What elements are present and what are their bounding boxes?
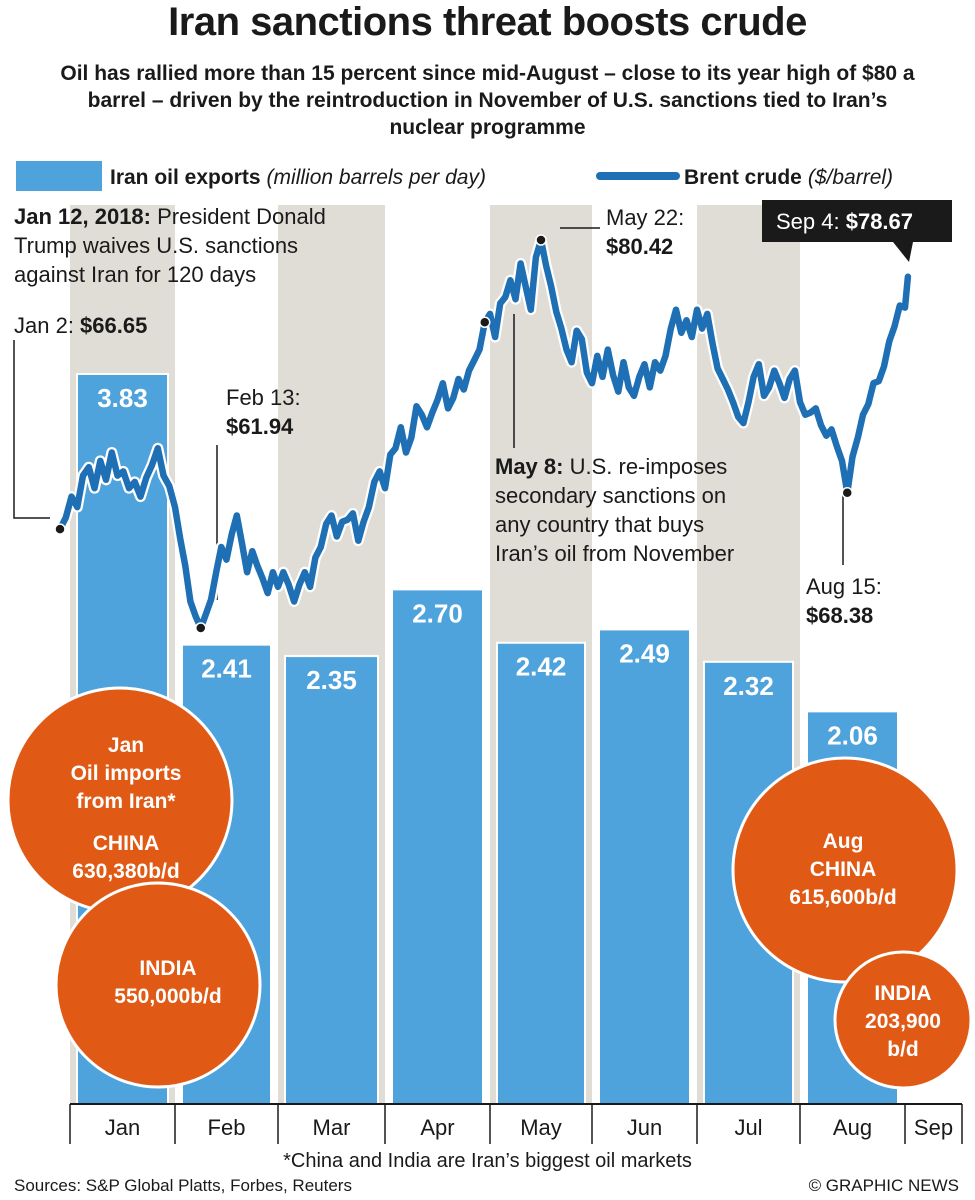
bubble-aug-india-label: INDIA (874, 982, 931, 1005)
annotation-jan2-label: Jan 2: (14, 313, 80, 338)
source-credit: Sources: S&P Global Platts, Forbes, Reut… (14, 1176, 352, 1195)
annotation-aug15-value: $68.38 (806, 603, 873, 628)
annotation-may22-label: May 22: (606, 205, 684, 230)
marker-feb13 (195, 622, 207, 634)
page-title: Iran sanctions threat boosts crude (168, 0, 807, 44)
sep4-callout-box (762, 200, 952, 242)
legend-bar-swatch (16, 161, 102, 191)
bubble-jan-china-value: 630,380b/d (72, 860, 179, 883)
bubble-jan-china-label: CHINA (93, 832, 160, 855)
sep4-callout-value: $78.67 (846, 209, 913, 234)
bar-may (496, 641, 586, 1106)
bar-label-apr: 2.70 (412, 598, 463, 628)
legend-line-unit: ($/barrel) (808, 166, 893, 189)
annotations: Jan 12, 2018: President Donald Trump wai… (14, 204, 882, 628)
annotation-may8-line4: Iran’s oil from November (495, 541, 734, 566)
bubble-aug-india-value2: b/d (887, 1038, 919, 1061)
sep4-callout-pointer (893, 242, 913, 262)
annotation-may8-line2: secondary sanctions on (495, 483, 726, 508)
annotation-jan12-line2: Trump waives U.S. sanctions (14, 233, 298, 258)
bar-labels: 3.83 2.41 2.35 2.70 2.42 2.49 2.32 2.06 (97, 383, 878, 750)
x-tick-label-jul: Jul (734, 1115, 762, 1140)
annotation-jan12-line3: against Iran for 120 days (14, 262, 256, 287)
annotation-jan12-date: Jan 12, 2018: (14, 204, 151, 229)
annotation-aug15-label: Aug 15: (806, 574, 882, 599)
bubble-jan-india-label: INDIA (139, 957, 196, 980)
bar-apr (391, 588, 484, 1105)
bubble-jan-india-value: 550,000b/d (114, 985, 221, 1008)
bubble-aug-china-label: CHINA (810, 858, 877, 881)
bubble-aug-india (833, 950, 973, 1090)
annotation-may8-line3: any country that buys (495, 512, 704, 537)
bar-jun (598, 628, 691, 1106)
legend-line-name: Brent crude (684, 166, 802, 189)
footnote: *China and India are Iran’s biggest oil … (283, 1150, 692, 1172)
annotation-jan2-value: $66.65 (80, 313, 147, 338)
legend: Iran oil exports (million barrels per day… (16, 161, 893, 191)
bubble-jan-line3: from Iran* (76, 790, 176, 813)
annotation-jan12-line1: Jan 12, 2018: President Donald (14, 204, 326, 229)
x-axis: Jan Feb Mar Apr May Jun Jul Aug Sep (69, 1103, 963, 1144)
x-tick-label-may: May (520, 1115, 562, 1140)
x-tick-label-sep: Sep (914, 1115, 953, 1140)
bubble-aug-china-value: 615,600b/d (789, 886, 896, 909)
sep4-callout-label: Sep 4: (776, 209, 846, 234)
bar-label-jul: 2.32 (723, 671, 774, 701)
annotation-may8-line1: May 8: U.S. re-imposes (495, 454, 727, 479)
marker-may8 (479, 316, 491, 329)
legend-bar-unit: (million barrels per day) (267, 166, 486, 189)
annotation-feb13-value: $61.94 (226, 414, 294, 439)
bubble-jan-line2: Oil imports (71, 762, 182, 785)
sep4-callout-text: Sep 4: $78.67 (776, 209, 913, 234)
bar-label-may: 2.42 (516, 652, 567, 682)
x-tick-label-jun: Jun (627, 1115, 662, 1140)
leader-jan2 (13, 340, 50, 519)
marker-aug15 (841, 487, 853, 499)
bubble-jan-line1: Jan (108, 734, 144, 757)
legend-bar-label: Iran oil exports (million barrels per day… (110, 166, 486, 189)
x-tick-label-apr: Apr (420, 1115, 454, 1140)
x-tick-label-aug: Aug (833, 1115, 872, 1140)
bubble-jan-india (54, 881, 262, 1089)
x-tick-label-feb: Feb (208, 1115, 246, 1140)
bar-label-mar: 2.35 (306, 665, 357, 695)
bar-mar (284, 655, 379, 1105)
brent-crude-line (56, 236, 912, 632)
graphic-credit: © GRAPHIC NEWS (808, 1176, 959, 1195)
marker-may22 (535, 234, 547, 246)
bubble-aug-line1: Aug (823, 830, 864, 853)
sep4-callout: Sep 4: $78.67 (762, 200, 952, 262)
bar-label-jun: 2.49 (619, 638, 670, 668)
bar-label-feb: 2.41 (201, 654, 252, 684)
bubble-aug-india-value1: 203,900 (865, 1010, 941, 1033)
annotation-may8-text1: U.S. re-imposes (563, 454, 727, 479)
bar-label-aug: 2.06 (827, 720, 878, 750)
bar-label-jan: 3.83 (97, 383, 148, 413)
annotation-may22-value: $80.42 (606, 234, 673, 259)
page-subtitle: Oil has rallied more than 15 percent sin… (60, 62, 915, 139)
legend-bar-name: Iran oil exports (110, 166, 261, 189)
x-tick-label-mar: Mar (313, 1115, 351, 1140)
annotation-feb13-label: Feb 13: (226, 385, 301, 410)
legend-line-label: Brent crude ($/barrel) (684, 166, 893, 189)
marker-jan2 (54, 523, 66, 535)
line-markers (54, 234, 853, 634)
bubbles: Jan Oil imports from Iran* CHINA 630,380… (6, 686, 973, 1090)
leader-lines (13, 227, 844, 600)
x-tick-label-jan: Jan (105, 1115, 140, 1140)
annotation-may8-date: May 8: (495, 454, 563, 479)
annotation-jan2: Jan 2: $66.65 (14, 313, 147, 338)
annotation-jan12-text1: President Donald (151, 204, 326, 229)
